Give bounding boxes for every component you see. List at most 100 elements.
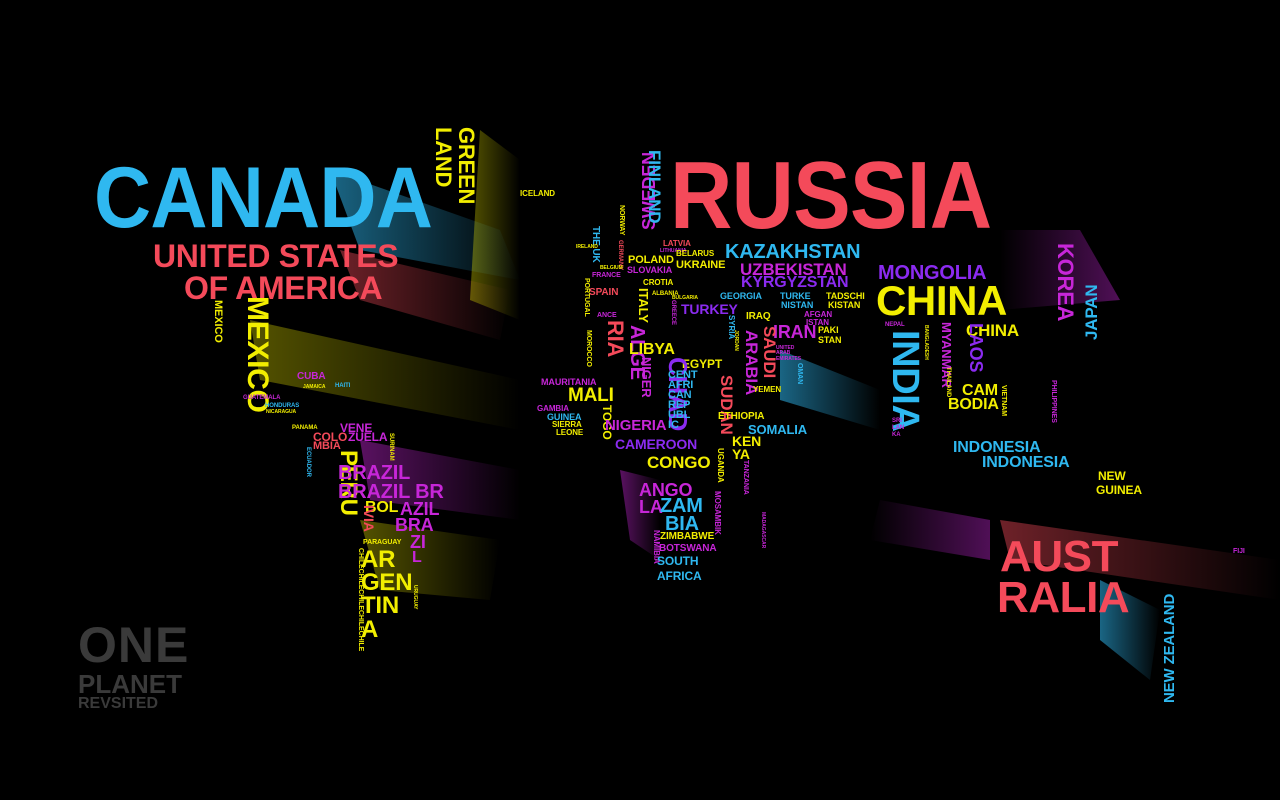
nepal-label: NEPAL — [885, 322, 905, 328]
nicaragua-label: NICARAGUA — [266, 409, 297, 415]
tajikistan-label-part2: KISTAN — [828, 300, 861, 310]
vietnam-label: VIETNAM — [1000, 385, 1007, 417]
thailand-label: THAILAND — [945, 367, 951, 398]
jordan-label: JORDAN — [733, 330, 739, 351]
bangladesh-label: BANGLADESH — [923, 325, 929, 360]
indonesia-label-line1: INDONESIA — [953, 439, 1041, 456]
tajikistan-label-part1: TADSCHI — [826, 291, 865, 301]
turkmenistan-label-part1: TURKE — [780, 291, 811, 301]
venezuela-label-part1: VENE — [340, 421, 373, 435]
georgia-label: GEORGIA — [720, 291, 762, 301]
oman-label: OMAN — [796, 363, 803, 385]
yemen-label: YEMEN — [753, 385, 782, 394]
albania-label: ALBANIA — [652, 291, 679, 297]
belarus-label: BELARUS — [676, 249, 715, 258]
turkey-label: TURKEY — [681, 301, 738, 317]
mongolia-label: MONGOLIA — [878, 262, 987, 284]
france-label-part2: ANCE — [597, 312, 617, 319]
lithuania-label: LITHUANIA — [660, 248, 687, 254]
ethiopia-label: ETHIOPIA — [718, 411, 765, 422]
zambia-label-part2: BIA — [665, 513, 699, 535]
usa-label-line2: OF AMERICA — [184, 270, 383, 306]
niger-label: NIGER — [639, 357, 654, 398]
suriname-label: SURINAM — [388, 433, 394, 461]
italy-label: ITALY — [636, 288, 651, 323]
australia-label-part1: AUST — [1000, 532, 1119, 581]
kazakhstan-label: KAZAKHSTAN — [725, 241, 861, 263]
sri-lanka-label-part2: LAN — [892, 425, 905, 431]
honduras-label: HONDURAS — [265, 403, 300, 409]
uruguay-label: URUGUAY — [412, 585, 418, 610]
paraguay-label: PARAGUAY — [363, 539, 402, 546]
bolivia-label-part2: IVIA — [361, 505, 377, 532]
china-label-big: CHINA — [876, 277, 1007, 324]
brand-line2: PLANET — [78, 668, 182, 699]
argentina-label-part1: AR — [361, 546, 396, 573]
colombia-label-part2: MBIA — [313, 440, 341, 452]
brazil-label-line4: BRA — [395, 515, 434, 535]
venezuela-label-part2: ZUELA — [348, 430, 388, 444]
angola-label-part1: ANGO — [639, 480, 693, 500]
portugal-label: PORTUGAL — [583, 278, 590, 317]
philippines-label: PHILIPPINES — [1050, 380, 1057, 423]
cuba-label: CUBA — [297, 371, 326, 382]
mauritania-label: MAURITANIA — [541, 377, 597, 387]
mali-label: MALI — [568, 385, 614, 406]
gambia-label: GAMBIA — [537, 404, 569, 413]
sri-lanka-label-part1: SRI — [892, 418, 902, 424]
afghanistan-label-part1: AFGAN — [804, 310, 833, 319]
ukraine-label: UKRAINE — [676, 259, 726, 271]
argentina-label-part3: TIN — [361, 592, 399, 619]
uzbekistan-label: UZBEKISTAN — [740, 260, 847, 279]
zambia-label-part1: ZAM — [660, 495, 703, 517]
kyrgyzstan-label: KYRGYZSTAN — [741, 274, 849, 291]
uae-label: UNITED ARAB EMIRATES — [776, 345, 802, 362]
cambodia-label-part1: CAM — [962, 382, 998, 399]
japan-label: JAPAN — [1082, 284, 1101, 340]
sierra-leone-label-part2: LEONE — [556, 428, 584, 437]
zimbabwe-label: ZIMBABWE — [660, 531, 715, 542]
iran-label: IRAN — [773, 322, 817, 342]
car-label-part6: IC — [668, 419, 679, 431]
haiti-label: HAITI — [335, 383, 351, 389]
brazil-label-line6: L — [412, 549, 422, 566]
bolivia-label-part1: BOL — [365, 499, 399, 516]
guinea-label: GUINEA — [547, 412, 582, 422]
iraq-label: IRAQ — [746, 311, 771, 322]
brazil-label-line2: BRAZIL BR — [338, 481, 444, 503]
sudan-label: SUDAN — [717, 375, 736, 435]
new-guinea-label-part2: GUINEA — [1096, 483, 1142, 497]
greenland-label-line1: GREEN — [454, 127, 479, 205]
sri-lanka-label-part3: KA — [892, 432, 901, 438]
egypt-label: EGYPT — [682, 357, 723, 371]
car-label-part4: REP — [668, 399, 691, 411]
ireland-label: IRELAND — [576, 244, 598, 250]
turkmenistan-label-part2: NISTAN — [781, 300, 814, 310]
chile-label: CHILECHILECHILECHILECHILE — [357, 548, 364, 652]
car-label-part5: UBL — [668, 409, 691, 421]
mozambique-label: MOSAMBIK — [713, 491, 722, 535]
angola-label-part2: LA — [639, 497, 663, 517]
congo-label: CONGO — [647, 453, 711, 472]
australia-label-part2: RALIA — [997, 573, 1130, 622]
morocco-label: MOROCCO — [585, 330, 592, 367]
pakistan-label-part1: PAKI — [818, 325, 839, 335]
laos-label: LAOS — [966, 323, 986, 373]
india-label: INDIA — [884, 330, 926, 432]
somalia-label: SOMALIA — [748, 422, 808, 437]
china-label-small: CHINA — [966, 321, 1019, 340]
madagascar-label: MADAGASCAR — [760, 512, 766, 549]
south-africa-label-part1: SOUTH — [657, 554, 699, 568]
guatemala-label: GUATEMALA — [243, 395, 281, 401]
pakistan-label-part2: STAN — [818, 335, 842, 345]
croatia-label: CROTIA — [643, 278, 674, 287]
norway-label: NORWAY — [618, 205, 625, 236]
algeria-label-part2: RIA — [603, 320, 628, 358]
france-label: FRANCE — [592, 272, 621, 279]
uganda-label: UGANDA — [716, 448, 725, 483]
finland-label: FINLAND — [645, 150, 664, 224]
kenya-label-part1: KEN — [732, 433, 762, 449]
poland-label: POLAND — [628, 254, 674, 266]
tanzania-label: TANZANIA — [742, 460, 749, 495]
